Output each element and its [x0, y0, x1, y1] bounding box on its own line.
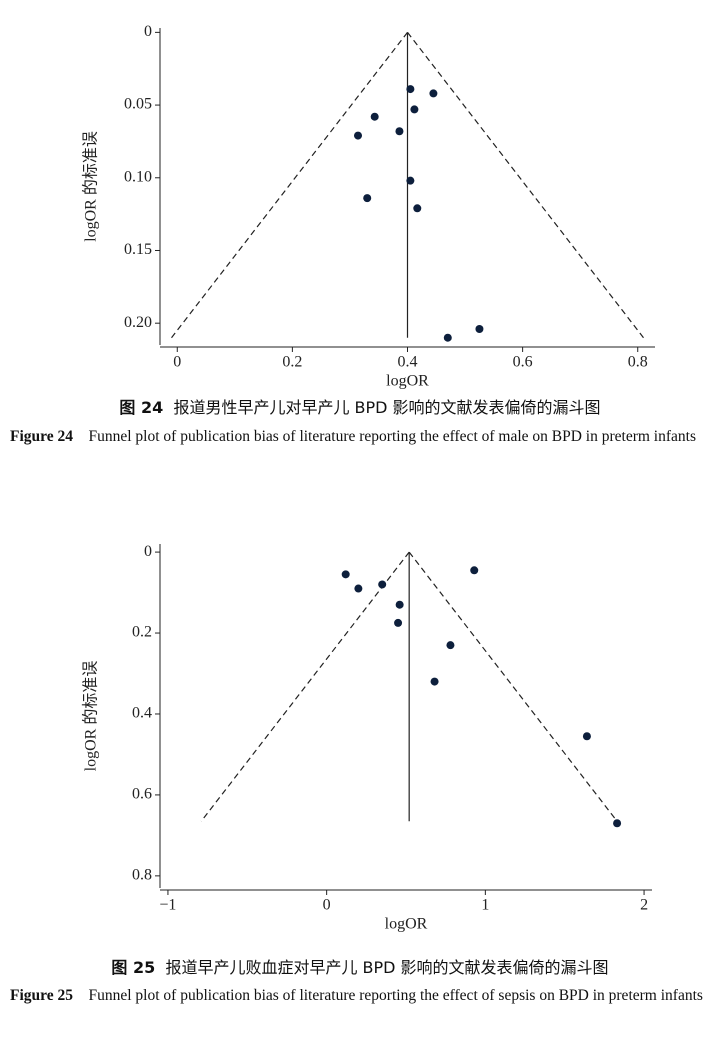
x-tick-label: 0.2: [282, 354, 302, 371]
x-tick-label: 2: [640, 897, 648, 914]
point: [406, 176, 415, 185]
caption-text: Funnel plot of publication bias of liter…: [88, 987, 703, 1004]
point: [394, 618, 403, 627]
y-tick-label: 0: [144, 543, 152, 560]
point: [354, 131, 362, 140]
point: [582, 732, 591, 741]
x-tick-label: −1: [159, 897, 176, 914]
caption-text: Funnel plot of publication bias of liter…: [88, 428, 697, 445]
y-tick-label: 0.15: [124, 241, 152, 258]
figure-label: Figure 24: [10, 428, 73, 445]
funnel-line: [408, 551, 618, 822]
x-tick-label: 1: [481, 897, 489, 914]
chart: 0 0.2 0.4 0.6 0.8 −1 0 1 2 logOR logOR 的标准误: [82, 543, 652, 933]
point: [354, 584, 363, 593]
y-axis-title: logOR 的标准误: [82, 661, 100, 772]
y-tick-label: 0.2: [132, 624, 152, 641]
point: [443, 333, 452, 342]
caption-text: 报道男性早产儿对早产儿 BPD 影响的文献发表偏倚的漏斗图: [173, 398, 601, 417]
point: [395, 127, 404, 136]
point: [413, 204, 422, 213]
point: [410, 105, 419, 114]
x-tick-label: 0: [173, 354, 181, 371]
chart: 0 0.05 0.10 0.15 0.20 0 0.2 0.4 0.6 0.8 logOR logOR…: [82, 23, 655, 390]
x-tick-label: 0.4: [398, 354, 418, 371]
point: [341, 570, 350, 579]
point: [406, 85, 415, 94]
point: [395, 600, 404, 609]
point: [363, 194, 372, 203]
figure-label: 图 24: [119, 398, 164, 417]
caption-en: Figure 24 Funnel plot of publication bia…: [10, 424, 710, 449]
point: [430, 677, 439, 686]
caption-text: 报道早产儿败血症对早产儿 BPD 影响的文献发表偏倚的漏斗图: [165, 958, 609, 977]
funnel-line: [200, 551, 410, 822]
point: [446, 641, 455, 650]
y-tick-label: 0.20: [124, 314, 152, 331]
x-tick-label: 0.8: [628, 354, 648, 371]
point: [475, 325, 484, 334]
funnel-line: [407, 31, 644, 339]
y-tick-label: 0.10: [124, 168, 152, 185]
x-axis-title: logOR: [385, 916, 428, 933]
caption-en: Figure 25 Funnel plot of publication bia…: [10, 983, 710, 1008]
figure-label: Figure 25: [10, 987, 73, 1004]
x-tick-label: 0.6: [513, 354, 533, 371]
y-axis-title: logOR 的标准误: [82, 131, 100, 242]
caption-cn: 图 24 报道男性早产儿对早产儿 BPD 影响的文献发表偏倚的漏斗图: [10, 395, 710, 420]
x-axis-title: logOR: [386, 373, 429, 390]
y-tick-label: 0.05: [124, 96, 152, 113]
y-tick-label: 0.6: [132, 786, 152, 803]
point: [429, 89, 438, 98]
x-tick-label: 0: [323, 897, 331, 914]
funnel-line: [171, 31, 408, 339]
y-tick-label: 0: [144, 23, 152, 40]
point: [613, 819, 622, 828]
point: [378, 580, 387, 589]
y-tick-label: 0.8: [132, 867, 152, 884]
caption-cn: 图 25 报道早产儿败血症对早产儿 BPD 影响的文献发表偏倚的漏斗图: [10, 955, 710, 980]
point: [370, 112, 379, 121]
figure-label: 图 25: [111, 958, 156, 977]
y-tick-label: 0.4: [132, 705, 152, 722]
point: [470, 566, 479, 575]
